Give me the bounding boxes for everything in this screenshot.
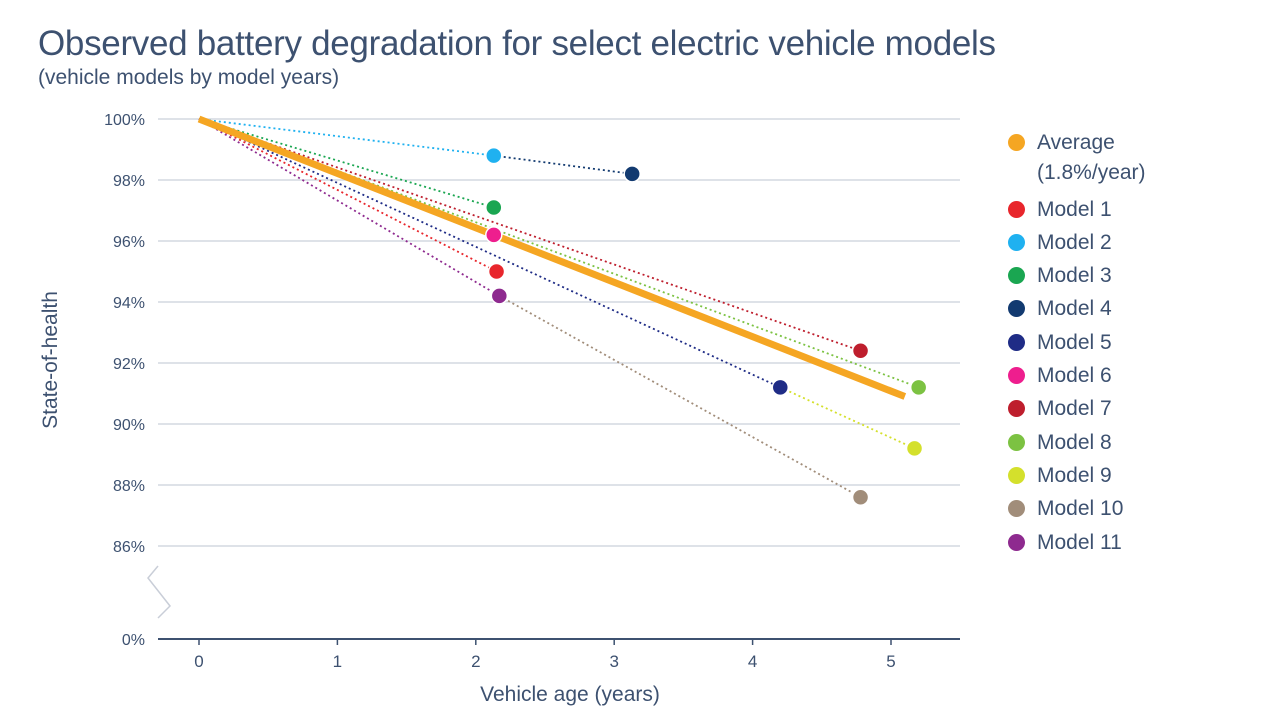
legend-item: Model 10 (1008, 494, 1270, 527)
chart-title: Observed battery degradation for select … (38, 24, 996, 63)
legend-item: Model 6 (1008, 361, 1270, 394)
series-line (198, 118, 919, 389)
y-tick-label: 98% (113, 173, 145, 190)
data-point (490, 287, 509, 305)
legend-marker (1008, 134, 1025, 151)
y-tick-label: 94% (113, 295, 145, 312)
legend-item: Model 8 (1008, 428, 1270, 461)
series-line (198, 118, 500, 297)
y-tick-label: 90% (113, 417, 145, 434)
legend-marker (1008, 500, 1025, 518)
legend-label: Model 3 (1037, 264, 1112, 288)
legend-marker (1008, 267, 1025, 285)
x-tick-label: 3 (609, 652, 618, 671)
x-tick-label: 2 (471, 652, 480, 671)
legend-label: Model 5 (1037, 330, 1112, 354)
legend-label: Model 9 (1037, 463, 1112, 487)
series-line (198, 118, 861, 352)
data-point (485, 226, 503, 244)
axis-break (147, 565, 172, 619)
legend-item: Model 3 (1008, 261, 1270, 294)
legend-item: Model 1 (1008, 195, 1270, 228)
legend-marker (1008, 367, 1025, 385)
legend-label: Model 11 (1037, 530, 1122, 554)
data-point (851, 488, 870, 506)
average-line (197, 115, 907, 400)
legend-marker (1008, 533, 1025, 551)
x-tick-label: 0 (194, 652, 203, 671)
data-point (487, 262, 506, 281)
x-axis-title: Vehicle age (years) (480, 683, 660, 706)
series-line (198, 118, 497, 273)
series-line (498, 295, 861, 498)
data-point (771, 378, 790, 397)
data-point (623, 165, 641, 183)
legend-label: Model 8 (1037, 430, 1112, 454)
data-point (909, 378, 928, 397)
legend-marker (1008, 466, 1025, 484)
y-tick-label: 86% (113, 539, 145, 556)
legend-label: Model 7 (1037, 397, 1112, 421)
legend-item: Model 2 (1008, 228, 1270, 261)
data-point (905, 439, 924, 458)
y-tick-label-zero: 0% (122, 632, 145, 649)
chart-legend: Average (1.8%/year) Model 1 Model 2 Model 3… (1008, 128, 1270, 561)
series-line (198, 118, 781, 389)
legend-label: Average (1.8%/year) (1037, 131, 1146, 184)
legend-marker (1008, 300, 1025, 318)
legend-marker (1008, 400, 1025, 418)
series-line (198, 118, 495, 209)
legend-label: Model 4 (1037, 297, 1112, 321)
y-tick-label: 88% (113, 478, 145, 495)
x-tick-label: 1 (333, 652, 342, 671)
legend-item: Model 5 (1008, 328, 1270, 361)
data-point (485, 146, 503, 165)
y-axis-title: State-of-health (39, 291, 62, 429)
legend-label: Model 1 (1037, 197, 1112, 221)
legend-item: Model 11 (1008, 528, 1270, 561)
data-point (851, 342, 870, 360)
legend-marker (1008, 333, 1025, 351)
legend-marker (1008, 433, 1025, 451)
legend-label: Model 6 (1037, 364, 1112, 388)
legend-item: Model 7 (1008, 394, 1270, 427)
series-line (779, 386, 915, 450)
y-tick-label: 92% (113, 356, 145, 373)
legend-marker (1008, 200, 1025, 218)
legend-item: Model 4 (1008, 294, 1270, 327)
x-tick-label: 4 (748, 652, 757, 671)
legend-item-average: Average (1.8%/year) (1008, 128, 1270, 195)
y-tick-label: 96% (113, 234, 145, 251)
legend-label: Model 2 (1037, 230, 1112, 254)
data-point (485, 198, 503, 217)
legend-marker (1008, 233, 1025, 251)
x-tick-label: 5 (886, 652, 895, 671)
legend-item: Model 9 (1008, 461, 1270, 494)
legend-label: Model 10 (1037, 497, 1124, 521)
y-tick-label: 100% (104, 112, 145, 129)
series-line (493, 154, 633, 175)
chart-subtitle: (vehicle models by model years) (38, 66, 340, 89)
